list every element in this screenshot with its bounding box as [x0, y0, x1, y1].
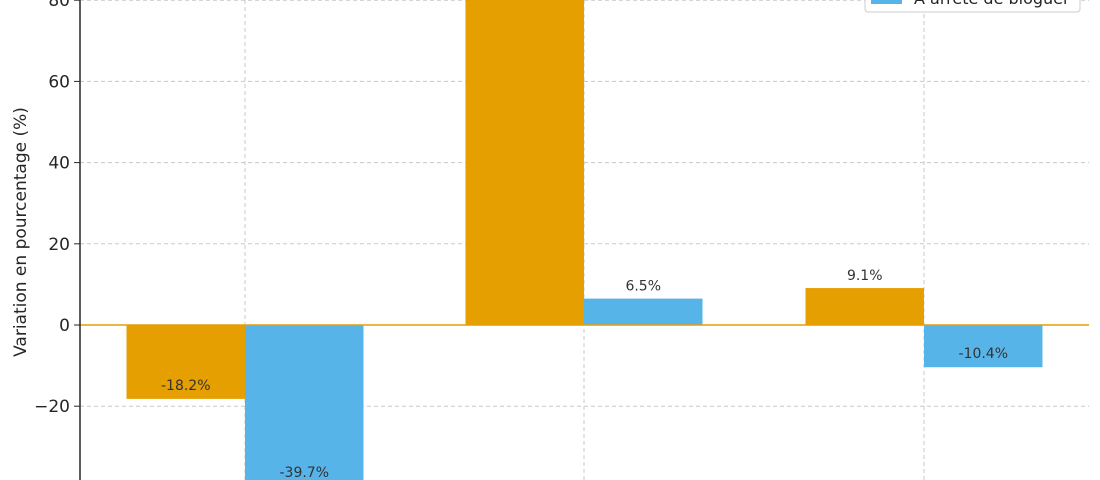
legend: A arrêté de bloguer: [864, 0, 1081, 13]
data-label: 6.5%: [625, 279, 661, 295]
data-label: -39.7%: [279, 465, 329, 480]
y-ticks: −20 0 20 40 60 80: [34, 0, 80, 417]
bar-series-2-group-3: [924, 325, 1043, 368]
y-tick-label: 80: [48, 0, 70, 11]
y-tick-label: 20: [48, 235, 70, 255]
grid: [80, 0, 1089, 480]
bar-series-1-group-3: [805, 288, 924, 325]
y-tick-label: 0: [59, 316, 70, 336]
y-axis-label: Variation en pourcentage (%): [11, 107, 31, 357]
y-tick-label: −20: [34, 397, 70, 417]
bar-series-1-group-2: [465, 0, 584, 326]
y-tick-label: 40: [48, 154, 70, 174]
y-tick-label: 60: [48, 72, 70, 92]
data-label: -10.4%: [958, 346, 1008, 362]
data-label: 9.1%: [847, 268, 883, 284]
data-label: -18.2%: [161, 378, 211, 394]
legend-box: [864, 0, 1081, 13]
bar-series-1-group-1: [126, 325, 245, 399]
bar-series-2-group-1: [245, 325, 364, 480]
bar-series-2-group-2: [584, 298, 703, 325]
bars: [126, 0, 1043, 480]
legend-label-series-2: A arrêté de bloguer: [914, 0, 1070, 8]
data-labels: -18.2% 9.1% -39.7% 6.5% -10.4%: [161, 268, 1008, 480]
legend-swatch-series-2: [871, 0, 902, 4]
